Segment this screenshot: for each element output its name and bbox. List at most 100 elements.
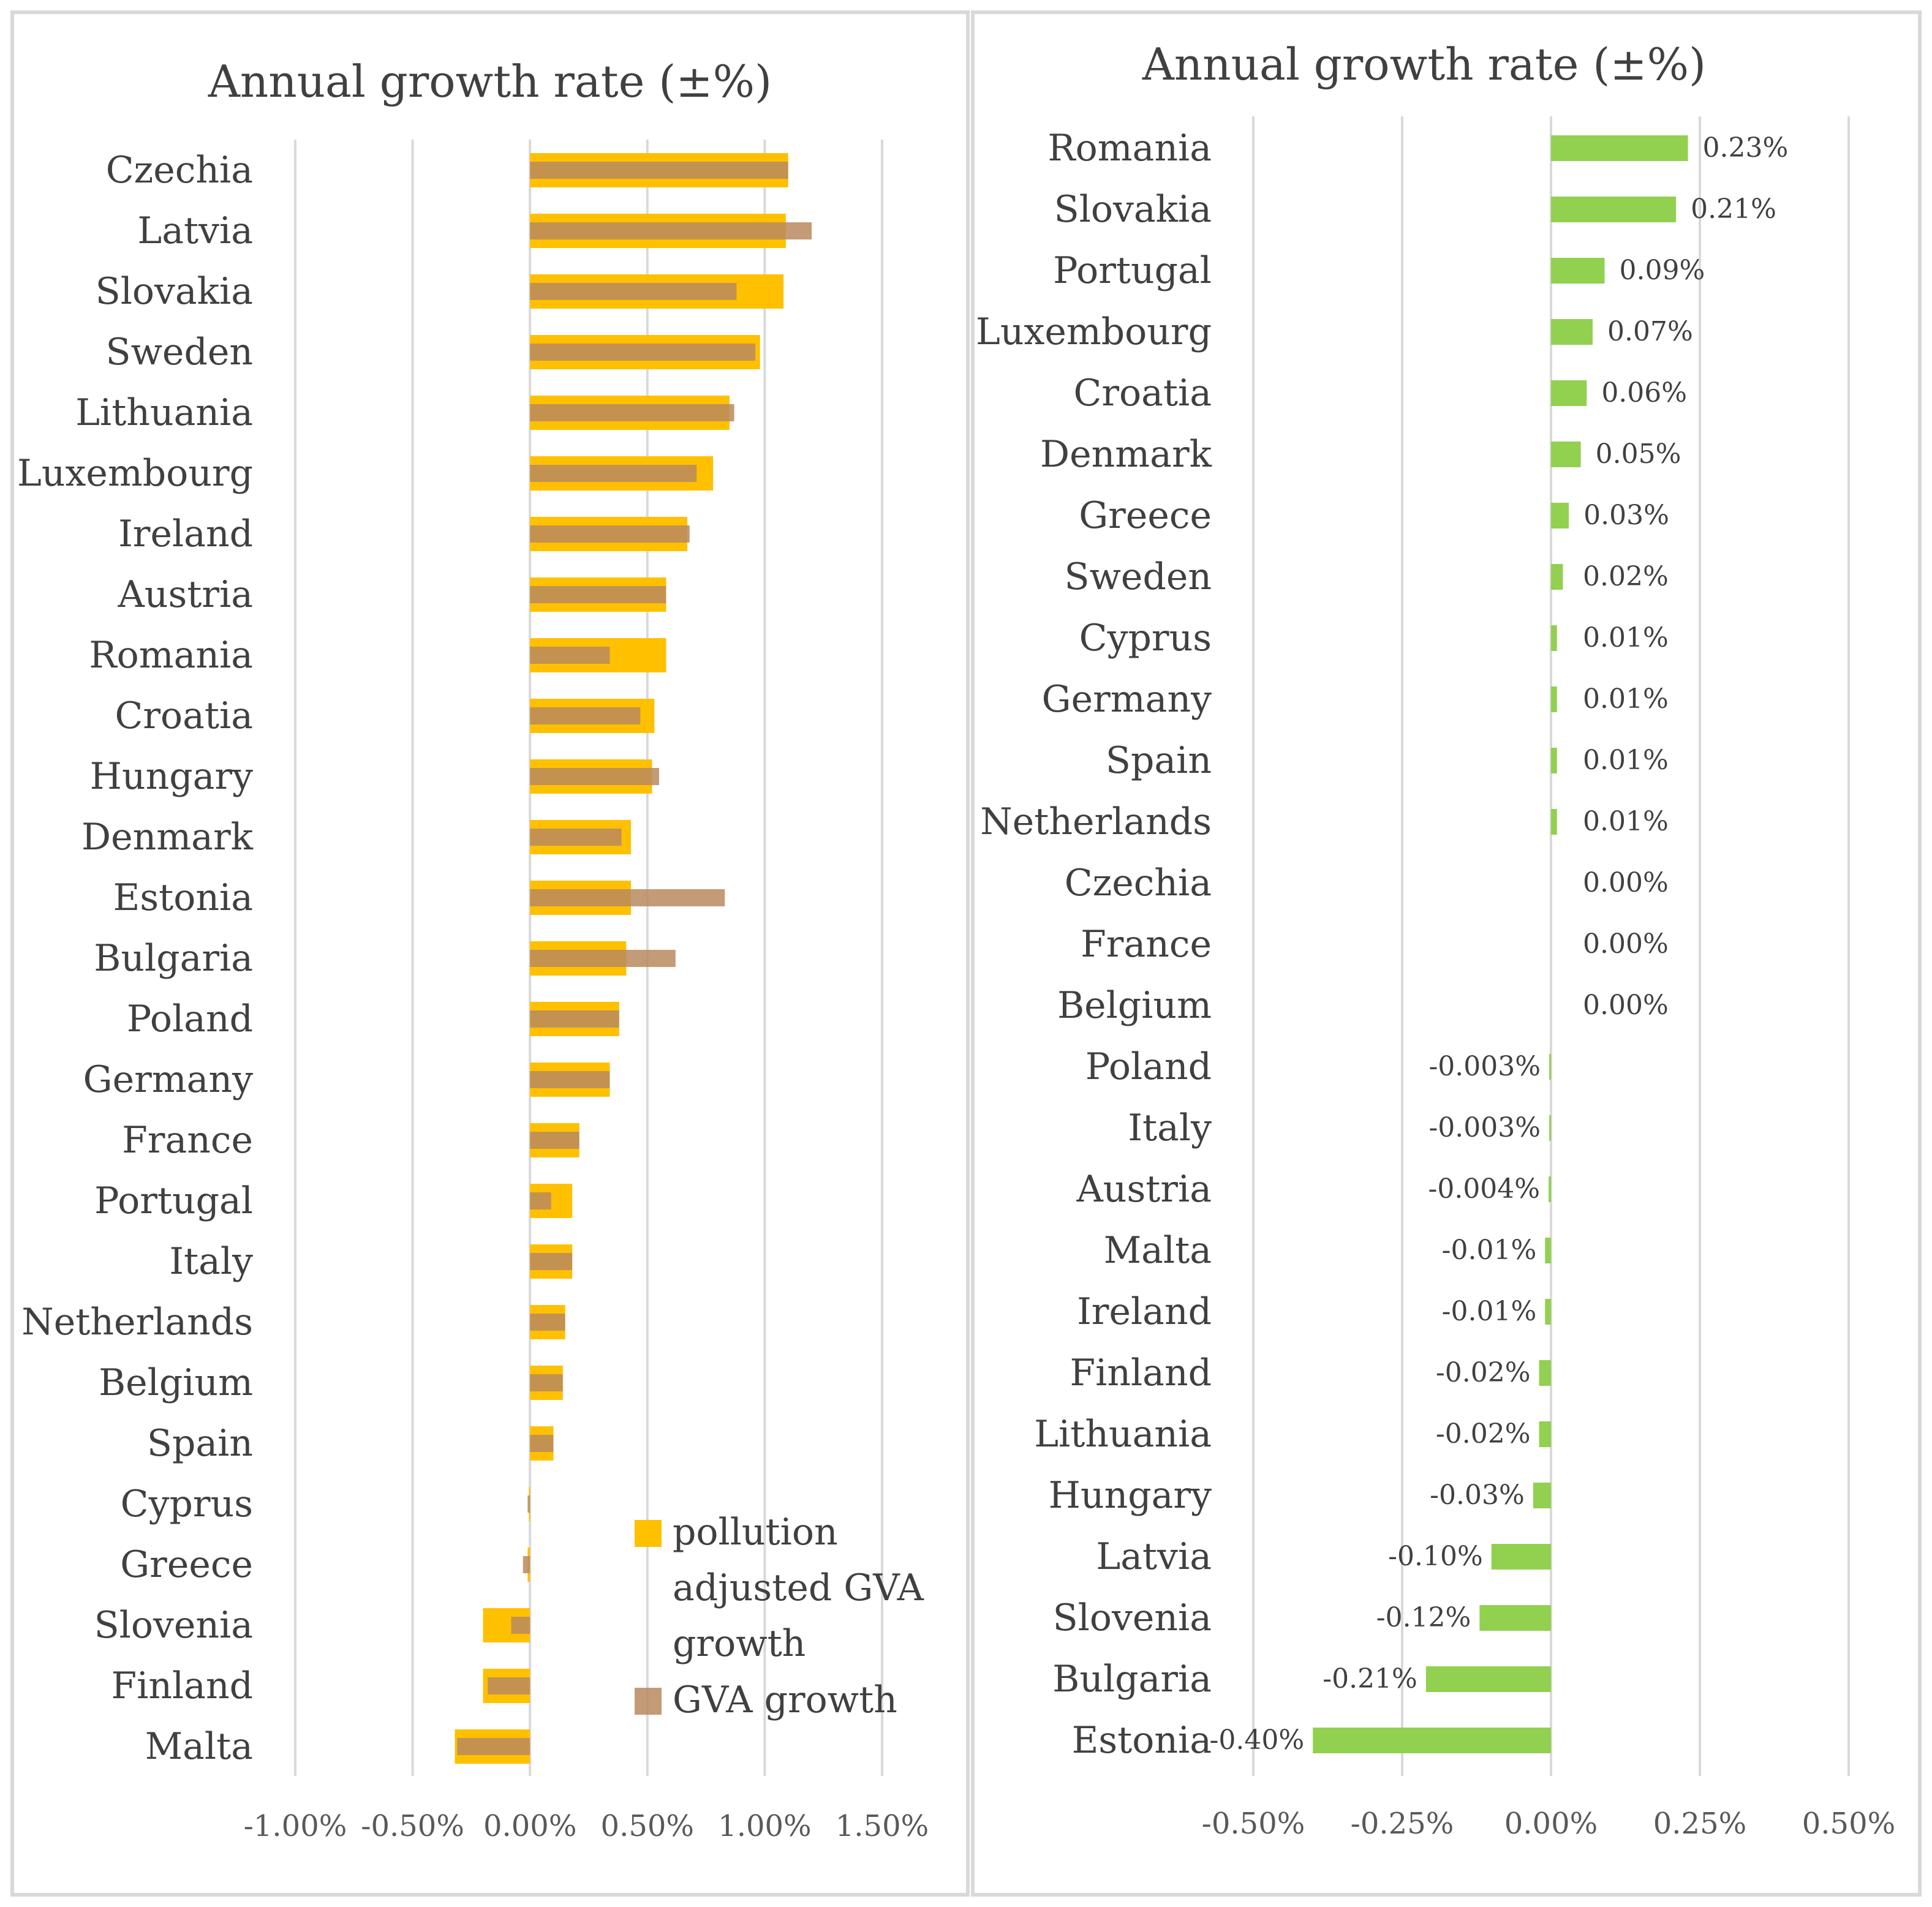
right-data-label-bulgaria: -0.21% xyxy=(1323,1663,1417,1694)
left-category-spain: Spain xyxy=(147,1422,253,1465)
right-bar-slovenia xyxy=(1479,1605,1551,1631)
legend-label-gva: GVA growth xyxy=(673,1679,897,1721)
right-bar-finland xyxy=(1539,1360,1551,1386)
right-category-slovakia: Slovakia xyxy=(1054,188,1212,231)
left-category-croatia: Croatia xyxy=(115,694,253,737)
right-bar-bulgaria xyxy=(1425,1666,1551,1692)
right-data-label-denmark: 0.05% xyxy=(1596,438,1681,470)
left-chart: Czechia Latvia Slovakia Sweden Lithuania Luxe… xyxy=(17,56,929,1843)
right-x-tick-label: -0.25% xyxy=(1351,1807,1454,1841)
left-category-estonia: Estonia xyxy=(113,876,253,919)
right-data-label-czechia: 0.00% xyxy=(1583,867,1669,898)
left-category-malta: Malta xyxy=(145,1725,253,1768)
legend-swatch-gva xyxy=(635,1688,662,1715)
right-category-romania: Romania xyxy=(1047,127,1212,170)
right-category-bulgaria: Bulgaria xyxy=(1052,1658,1212,1701)
left-category-slovenia: Slovenia xyxy=(94,1604,253,1647)
right-data-label-latvia: -0.10% xyxy=(1388,1541,1483,1572)
left-bar-gva-denmark xyxy=(530,829,622,846)
right-bar-lithuania xyxy=(1539,1421,1551,1447)
left-x-tick-label: -1.00% xyxy=(244,1809,347,1843)
left-bar-gva-estonia xyxy=(530,889,725,906)
left-x-tick-label: 1.50% xyxy=(836,1809,929,1843)
right-bar-sweden xyxy=(1551,564,1563,590)
right-bar-latvia xyxy=(1491,1544,1551,1570)
left-bar-gva-bulgaria xyxy=(530,950,676,967)
right-category-slovenia: Slovenia xyxy=(1053,1597,1212,1639)
left-category-labels: Czechia Latvia Slovakia Sweden Lithuania Luxe… xyxy=(17,149,254,1768)
right-category-italy: Italy xyxy=(1128,1107,1212,1149)
right-category-lithuania: Lithuania xyxy=(1034,1413,1212,1456)
left-bar-gva-luxembourg xyxy=(530,465,697,482)
right-data-label-austria: -0.004% xyxy=(1428,1173,1540,1205)
left-category-denmark: Denmark xyxy=(81,816,254,859)
right-data-label-france: 0.00% xyxy=(1583,928,1669,960)
right-data-labels: 0.23% 0.21% 0.09% 0.07% 0.06% 0.05% 0.03% 0.02%… xyxy=(1210,132,1789,1756)
right-bar-portugal xyxy=(1551,258,1605,284)
left-category-latvia: Latvia xyxy=(137,209,253,252)
left-bar-gva-italy xyxy=(530,1253,573,1270)
left-bar-gva-france xyxy=(530,1132,579,1149)
right-bar-estonia xyxy=(1313,1728,1551,1753)
right-panel-frame xyxy=(971,10,1922,1897)
left-category-luxembourg: Luxembourg xyxy=(17,452,253,495)
left-bar-gva-poland xyxy=(530,1010,619,1028)
right-x-tick-label: -0.50% xyxy=(1202,1807,1305,1841)
right-bars xyxy=(1313,135,1688,1753)
right-data-label-spain: 0.01% xyxy=(1583,745,1669,776)
right-data-label-estonia: -0.40% xyxy=(1210,1725,1305,1756)
left-x-tick-label: 1.00% xyxy=(718,1809,811,1843)
left-category-italy: Italy xyxy=(169,1240,253,1283)
left-category-ireland: Ireland xyxy=(118,513,253,555)
left-bar-gva-malta xyxy=(457,1738,530,1755)
left-x-tick-label: 0.00% xyxy=(483,1809,576,1843)
left-chart-title: Annual growth rate (±%) xyxy=(208,56,772,107)
right-data-label-ireland: -0.01% xyxy=(1442,1296,1537,1327)
left-bar-gva-netherlands xyxy=(530,1314,565,1331)
right-data-label-belgium: 0.00% xyxy=(1583,990,1669,1021)
right-bar-greece xyxy=(1551,503,1569,528)
left-legend: pollution adjusted GVA growth GVA growth xyxy=(635,1511,924,1721)
right-x-tick-label: 0.50% xyxy=(1802,1807,1895,1841)
right-data-label-cyprus: 0.01% xyxy=(1583,622,1669,653)
right-data-label-portugal: 0.09% xyxy=(1619,255,1705,286)
left-category-sweden: Sweden xyxy=(105,331,253,374)
legend-label-pollution-adjusted: pollution xyxy=(673,1511,838,1554)
right-category-france: France xyxy=(1081,923,1212,966)
right-data-label-luxembourg: 0.07% xyxy=(1607,316,1693,347)
right-bar-luxembourg xyxy=(1551,319,1593,345)
right-x-tick-labels: -0.50% -0.25% 0.00% 0.25% 0.50% xyxy=(1202,1807,1896,1841)
left-category-greece: Greece xyxy=(120,1543,253,1586)
right-category-luxembourg: Luxembourg xyxy=(976,310,1212,353)
left-category-lithuania: Lithuania xyxy=(75,391,253,434)
left-bar-gva-finland xyxy=(488,1677,530,1694)
right-bar-germany xyxy=(1551,686,1557,712)
left-category-czechia: Czechia xyxy=(106,149,253,192)
left-bar-gva-greece xyxy=(523,1556,530,1573)
right-bar-slovakia xyxy=(1551,197,1677,222)
left-bar-gva-cyprus xyxy=(527,1495,530,1513)
right-category-czechia: Czechia xyxy=(1065,862,1212,905)
left-category-belgium: Belgium xyxy=(99,1361,253,1404)
right-bar-denmark xyxy=(1551,442,1581,467)
right-data-label-romania: 0.23% xyxy=(1703,132,1789,164)
right-category-malta: Malta xyxy=(1104,1229,1212,1272)
right-category-croatia: Croatia xyxy=(1073,372,1212,415)
right-category-portugal: Portugal xyxy=(1053,249,1212,292)
right-category-hungary: Hungary xyxy=(1049,1474,1212,1517)
left-bar-gva-czechia xyxy=(530,162,788,179)
right-data-label-slovakia: 0.21% xyxy=(1691,194,1776,225)
left-category-romania: Romania xyxy=(89,634,253,677)
right-bar-italy xyxy=(1549,1115,1551,1141)
legend-label-pollution-adjusted: adjusted GVA xyxy=(673,1567,924,1609)
left-bar-gva-croatia xyxy=(530,707,641,724)
left-bar-gva-slovakia xyxy=(530,283,737,300)
right-data-label-malta: -0.01% xyxy=(1442,1235,1537,1266)
right-data-label-sweden: 0.02% xyxy=(1583,561,1669,592)
right-bar-austria xyxy=(1549,1176,1551,1202)
right-data-label-slovenia: -0.12% xyxy=(1376,1602,1471,1633)
right-data-label-italy: -0.003% xyxy=(1428,1112,1541,1143)
right-data-label-hungary: -0.03% xyxy=(1430,1480,1525,1511)
right-x-tick-label: 0.00% xyxy=(1504,1807,1598,1841)
left-category-austria: Austria xyxy=(117,573,253,616)
